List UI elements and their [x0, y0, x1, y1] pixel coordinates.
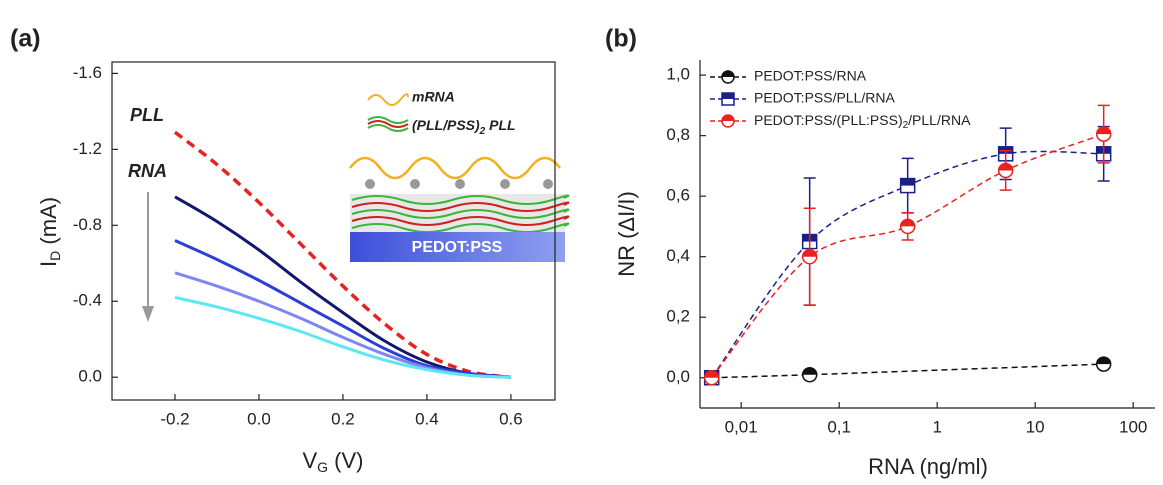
x-tick-label: 0,1 [827, 417, 851, 436]
arrow-head [142, 306, 154, 322]
y-axis-label: (mA) [36, 197, 61, 251]
charge [500, 179, 510, 189]
inset-text: (PLL/PSS)2 PLL [412, 117, 516, 137]
fit-line [711, 133, 1104, 379]
marker-fill [704, 370, 719, 378]
data-line [173, 130, 512, 379]
marker-fill [802, 367, 817, 375]
y-tick-label: -1.6 [73, 63, 102, 82]
annotation: PLL [130, 105, 164, 125]
marker-fill [1096, 127, 1111, 135]
plot-frame [111, 61, 556, 401]
marker-fill [1096, 357, 1111, 365]
inset-icon [367, 93, 409, 106]
legend-label: PEDOT:PSS/RNA [754, 68, 867, 84]
inset-text: PLL [485, 117, 515, 133]
inset-text: (PLL/PSS) [412, 117, 480, 133]
charge [365, 179, 375, 189]
x-tick-label: 0,01 [725, 417, 758, 436]
y-axis-label: NR (ΔI/I) [614, 191, 639, 277]
inset-substrate [350, 232, 565, 262]
inset-charges [365, 179, 553, 189]
marker-fill [802, 249, 817, 257]
inset-layer [351, 215, 570, 226]
y-tick-label: -0.4 [73, 291, 102, 310]
y-tick-label: 0.0 [78, 367, 102, 386]
x-axis-label: VG (V) [302, 448, 363, 475]
charge [410, 179, 420, 189]
panel-label: (a) [10, 25, 41, 53]
y-tick-label: 1,0 [666, 65, 690, 84]
y-tick-label: -1.2 [73, 139, 102, 158]
x-axis-label: (V) [328, 448, 363, 473]
legend-label: PEDOT:PSS/(PLL:PSS)2/PLL/RNA [754, 112, 971, 131]
y-tick-label: -0.8 [73, 215, 102, 234]
inset-text: PEDOT:PSS [412, 239, 503, 256]
y-tick-label: 0,4 [666, 246, 690, 265]
marker-fill [900, 219, 915, 227]
x-tick-label: 0.6 [499, 409, 523, 428]
legend-marker [722, 93, 734, 99]
inset: PEDOT:PSS mRNA (PLL/PSS)2 PLL [349, 89, 570, 262]
inset-text: mRNA [412, 89, 455, 105]
y-axis-label: ID (mA) [36, 197, 63, 267]
x-axis-label: RNA (ng/ml) [868, 454, 988, 479]
x-axis-label: G [317, 459, 328, 475]
inset-layer [351, 201, 570, 212]
inset-layer [351, 208, 570, 219]
marker-fill [900, 178, 915, 186]
legend-label: /PLL/RNA [908, 112, 971, 128]
y-tick-label: 0,2 [666, 307, 690, 326]
x-tick-label: 100 [1119, 417, 1147, 436]
x-tick-label: 0.2 [331, 409, 355, 428]
inset-text: 2 [479, 126, 486, 137]
legend-marker [722, 71, 734, 77]
marker-fill [998, 163, 1013, 171]
y-axis-label: D [47, 251, 63, 261]
x-tick-label: 1 [932, 417, 941, 436]
charge [543, 179, 553, 189]
panel-label: (b) [605, 25, 637, 53]
inset-layer [351, 222, 570, 233]
y-tick-label: 0,0 [666, 367, 690, 386]
x-tick-label: -0.2 [160, 409, 189, 428]
inset-icon [367, 120, 409, 128]
legend-label: PEDOT:PSS/(PLL:PSS) [754, 112, 903, 128]
fit-line [711, 363, 1104, 379]
inset-rna [349, 156, 561, 180]
legend-label: PEDOT:PSS/PLL/RNA [754, 90, 895, 106]
inset-icon [367, 124, 409, 132]
data-line [174, 239, 512, 379]
y-axis-label: I [36, 261, 61, 267]
legend-label: 2 [903, 120, 909, 131]
inset-icon [367, 116, 409, 124]
legend-marker [722, 115, 734, 121]
x-tick-label: 0.0 [247, 409, 271, 428]
annotation: RNA [128, 161, 167, 181]
x-tick-label: 0.4 [415, 409, 439, 428]
data-line [174, 295, 511, 379]
inset-layer [351, 194, 570, 205]
y-tick-label: 0,6 [666, 186, 690, 205]
x-axis-label: V [302, 448, 317, 473]
y-tick-label: 0,8 [666, 125, 690, 144]
x-tick-label: 10 [1026, 417, 1045, 436]
charge [455, 179, 465, 189]
